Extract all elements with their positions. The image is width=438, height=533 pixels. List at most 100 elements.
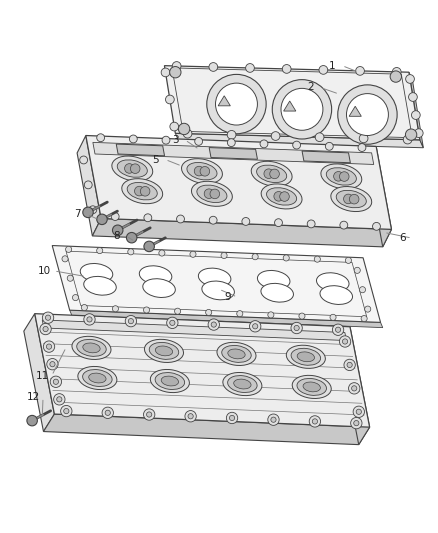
Ellipse shape [149, 342, 179, 359]
Circle shape [87, 317, 92, 322]
Polygon shape [24, 313, 54, 432]
Circle shape [359, 134, 368, 143]
Circle shape [27, 415, 37, 426]
Ellipse shape [89, 373, 106, 383]
Ellipse shape [150, 369, 189, 393]
Circle shape [83, 207, 93, 217]
Circle shape [414, 129, 423, 138]
Circle shape [358, 143, 366, 151]
Circle shape [260, 140, 268, 148]
Circle shape [183, 130, 192, 138]
Circle shape [294, 326, 299, 330]
Ellipse shape [261, 284, 293, 302]
Circle shape [314, 256, 320, 262]
Text: 8: 8 [113, 231, 120, 241]
Circle shape [268, 414, 279, 425]
Circle shape [97, 134, 105, 142]
Circle shape [42, 312, 54, 324]
Circle shape [332, 324, 344, 335]
Circle shape [66, 246, 72, 253]
Ellipse shape [83, 369, 112, 386]
Circle shape [274, 191, 283, 201]
Ellipse shape [286, 345, 325, 368]
Circle shape [53, 379, 59, 384]
Circle shape [84, 314, 95, 325]
Circle shape [227, 139, 235, 147]
Ellipse shape [187, 163, 217, 180]
Circle shape [356, 67, 364, 75]
Ellipse shape [217, 342, 256, 366]
Circle shape [272, 79, 332, 139]
Circle shape [161, 68, 170, 77]
Ellipse shape [145, 340, 184, 362]
Circle shape [175, 308, 180, 314]
Ellipse shape [112, 156, 153, 181]
Circle shape [221, 253, 227, 259]
Circle shape [209, 216, 217, 224]
Circle shape [211, 322, 216, 327]
Polygon shape [92, 219, 392, 247]
Circle shape [227, 131, 236, 139]
Circle shape [283, 255, 289, 261]
Polygon shape [35, 313, 370, 427]
Polygon shape [42, 320, 346, 341]
Ellipse shape [202, 281, 234, 300]
Circle shape [336, 327, 341, 333]
Circle shape [167, 317, 178, 328]
Circle shape [172, 62, 181, 70]
Circle shape [81, 304, 88, 311]
Circle shape [345, 257, 351, 263]
Circle shape [166, 95, 174, 104]
Circle shape [144, 241, 154, 252]
Circle shape [204, 189, 214, 198]
Text: 11: 11 [35, 370, 49, 381]
Polygon shape [175, 133, 424, 148]
Circle shape [209, 62, 218, 71]
Ellipse shape [331, 187, 372, 212]
Circle shape [215, 83, 258, 125]
Circle shape [271, 132, 280, 140]
Polygon shape [86, 135, 392, 229]
Polygon shape [52, 246, 381, 322]
Polygon shape [349, 106, 361, 116]
Circle shape [330, 314, 336, 320]
Polygon shape [93, 142, 374, 165]
Circle shape [40, 324, 51, 335]
Circle shape [50, 376, 62, 387]
Ellipse shape [72, 336, 111, 359]
Circle shape [43, 326, 48, 332]
Circle shape [270, 169, 279, 179]
Polygon shape [302, 151, 350, 163]
Circle shape [354, 421, 359, 426]
Circle shape [293, 141, 300, 149]
Circle shape [291, 322, 302, 334]
Circle shape [309, 416, 321, 427]
Ellipse shape [297, 352, 314, 362]
Circle shape [253, 324, 258, 329]
Circle shape [339, 336, 351, 347]
Circle shape [194, 166, 204, 176]
Circle shape [280, 192, 289, 201]
Circle shape [188, 414, 193, 419]
Circle shape [162, 136, 170, 144]
Circle shape [312, 419, 318, 424]
Circle shape [208, 319, 219, 330]
Circle shape [334, 172, 343, 181]
Ellipse shape [117, 160, 147, 177]
Ellipse shape [336, 190, 366, 208]
Ellipse shape [191, 181, 232, 206]
Circle shape [140, 187, 150, 196]
Circle shape [343, 339, 348, 344]
Circle shape [403, 135, 412, 144]
Circle shape [351, 417, 362, 429]
Circle shape [406, 75, 414, 83]
Ellipse shape [139, 266, 172, 285]
Circle shape [271, 417, 276, 422]
Circle shape [315, 133, 324, 142]
Text: 5: 5 [152, 155, 159, 165]
Circle shape [128, 249, 134, 255]
Circle shape [392, 68, 401, 76]
Circle shape [411, 111, 420, 119]
Circle shape [325, 142, 333, 150]
Circle shape [185, 410, 196, 422]
